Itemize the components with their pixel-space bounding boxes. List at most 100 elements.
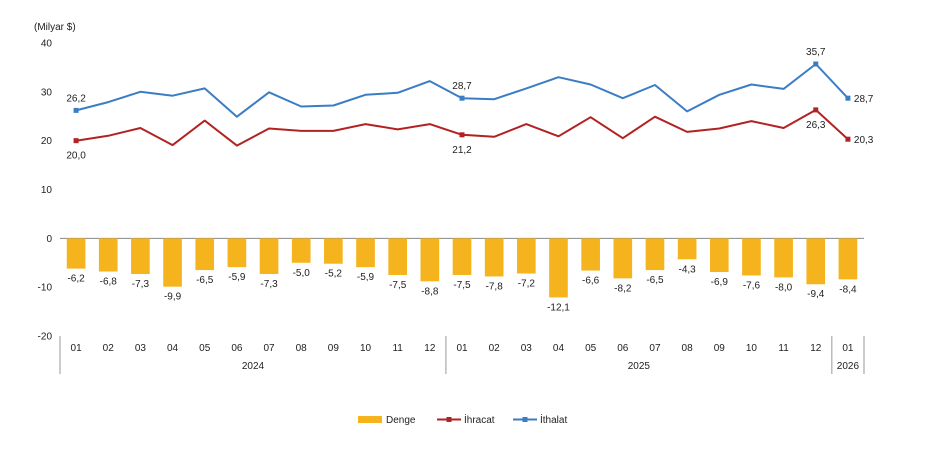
denge-bar-label: -12,1 (547, 302, 570, 313)
x-tick-label: 10 (746, 343, 758, 354)
ihracat-data-label: 26,3 (806, 120, 826, 131)
x-tick-label: 06 (617, 343, 629, 354)
legend-swatch-denge (358, 416, 382, 423)
denge-bar (66, 238, 86, 269)
denge-bar-label: -8,0 (775, 282, 793, 293)
ithalat-data-label: 28,7 (452, 81, 472, 92)
denge-bar (516, 238, 536, 274)
denge-bar-label: -6,5 (646, 275, 664, 286)
x-tick-label: 07 (263, 343, 275, 354)
x-tick-label: 04 (167, 343, 179, 354)
legend-label-denge: Denge (386, 415, 416, 426)
denge-bar-label: -5,9 (357, 272, 375, 283)
legend-label-ithalat: İthalat (540, 413, 567, 426)
y-tick-label: -20 (38, 332, 53, 343)
denge-bar-label: -7,2 (518, 278, 536, 289)
y-tick-label: 30 (41, 87, 53, 98)
denge-bar-labels: -6,2 -6,8 -7,3 -9,9 -6,5 -5,9 -7,3 -5,0 -5,2 -5,9… (67, 264, 857, 313)
denge-bar-label: -6,2 (67, 274, 85, 285)
year-label: 2025 (628, 361, 651, 372)
denge-bar (806, 238, 826, 285)
x-tick-label: 06 (231, 343, 243, 354)
x-tick-label: 08 (296, 343, 308, 354)
x-tick-label: 05 (585, 343, 597, 354)
x-tick-label: 08 (682, 343, 694, 354)
legend-swatch-ihracat-marker (446, 417, 452, 422)
line-series: 20,0 21,2 26,3 20,3 26,2 28,7 35,7 28,7 (66, 47, 873, 162)
x-tick-label: 02 (489, 343, 501, 354)
denge-bar-label: -9,9 (164, 292, 182, 303)
ihracat-data-label: 20,3 (854, 135, 874, 146)
ithalat-marker (459, 95, 465, 101)
denge-bar (549, 238, 568, 298)
x-tick-label: 02 (103, 343, 115, 354)
denge-bar-label: -9,4 (807, 289, 825, 300)
denge-bar (838, 238, 858, 280)
denge-bar (677, 238, 697, 260)
denge-bar (452, 238, 472, 275)
denge-bar (356, 238, 375, 268)
denge-bar-label: -5,9 (228, 272, 246, 283)
denge-bar-label: -5,0 (293, 268, 311, 279)
denge-bar (163, 238, 182, 287)
y-tick-label: 40 (41, 39, 53, 50)
denge-bar-label: -8,8 (421, 286, 439, 297)
x-tick-label: 09 (714, 343, 726, 354)
denge-bar-label: -7,6 (743, 280, 761, 291)
denge-bar (420, 238, 440, 282)
denge-bar (581, 238, 600, 271)
ithalat-data-label: 28,7 (854, 94, 874, 105)
denge-bar (227, 238, 247, 268)
x-tick-label: 10 (360, 343, 372, 354)
y-tick-label: 0 (46, 234, 52, 245)
ihracat-marker (73, 138, 79, 144)
denge-bar (709, 238, 729, 273)
ihracat-marker (845, 136, 851, 142)
ihracat-data-label: 20,0 (66, 151, 86, 162)
x-tick-label: 01 (456, 343, 468, 354)
denge-bar (742, 238, 761, 276)
legend-swatch-ithalat-marker (522, 417, 528, 422)
denge-bar-label: -7,5 (453, 280, 471, 291)
x-tick-label: 03 (521, 343, 533, 354)
x-tick-label: 01 (71, 343, 83, 354)
year-label: 2024 (242, 361, 265, 372)
x-tick-label: 07 (649, 343, 661, 354)
denge-bar (645, 238, 665, 271)
x-axis: 01 02 03 04 05 06 07 08 09 10 11 12 01 02 03 04 05 06 07 08… (59, 336, 865, 374)
denge-bar-label: -7,8 (486, 281, 504, 292)
x-tick-label: 03 (135, 343, 147, 354)
denge-bar (98, 238, 118, 272)
denge-bar-label: -7,3 (260, 279, 278, 290)
denge-bar (774, 238, 793, 278)
x-tick-label: 12 (810, 343, 822, 354)
denge-bar-label: -6,5 (196, 275, 214, 286)
denge-bar (291, 238, 311, 263)
legend: Denge İhracat İthalat (358, 413, 567, 426)
ihracat-marker (459, 132, 465, 138)
denge-bar (131, 238, 150, 274)
x-tick-label: 11 (778, 343, 789, 354)
denge-bar-label: -5,2 (325, 269, 343, 280)
ithalat-marker (73, 107, 79, 113)
denge-bar-label: -6,8 (100, 277, 118, 288)
denge-bar-label: -6,9 (711, 277, 729, 288)
x-tick-label: 12 (424, 343, 436, 354)
x-tick-label: 01 (842, 343, 854, 354)
denge-bar-label: -8,2 (614, 283, 632, 294)
denge-bar-label: -8,4 (839, 284, 857, 295)
denge-bar-label: -7,3 (132, 279, 150, 290)
denge-bar (324, 238, 343, 264)
ihracat-marker (813, 107, 819, 113)
legend-label-ihracat: İhracat (464, 413, 495, 426)
ithalat-data-label: 26,2 (66, 93, 86, 104)
x-tick-label: 04 (553, 343, 565, 354)
ithalat-marker (813, 61, 819, 67)
ihracat-data-label: 21,2 (452, 145, 472, 156)
denge-bar-label: -4,3 (679, 264, 697, 275)
denge-bar-label: -6,6 (582, 276, 600, 287)
year-label: 2026 (837, 361, 860, 372)
ithalat-data-label: 35,7 (806, 47, 826, 58)
denge-bars (66, 238, 858, 298)
